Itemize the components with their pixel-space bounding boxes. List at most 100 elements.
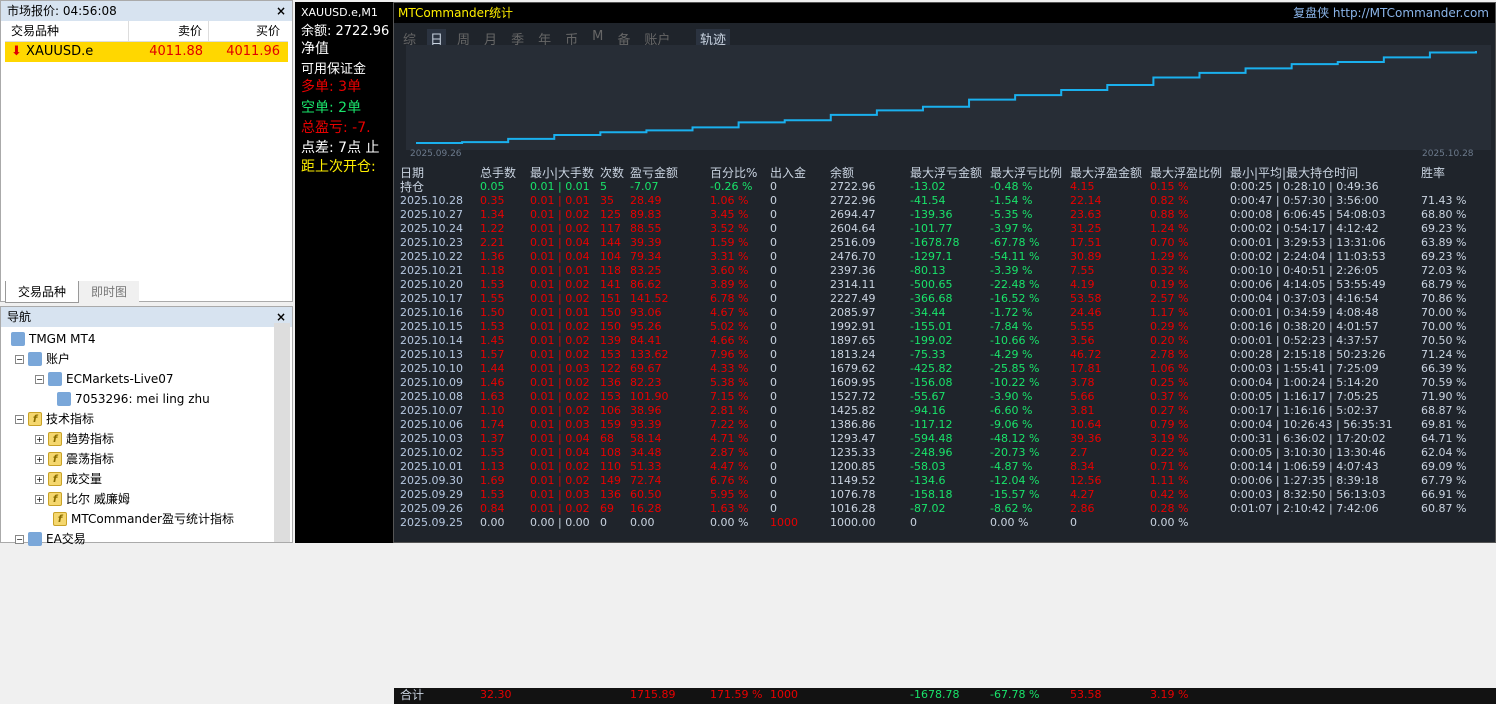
expand-icon[interactable]: + [35, 434, 44, 444]
cell: 2025.09.30 [400, 474, 463, 487]
cell: 2025.10.21 [400, 264, 463, 277]
nav-item[interactable]: + f 成交量 [35, 469, 102, 489]
cell: -155.01 [910, 320, 953, 333]
nav-item[interactable]: − EA交易 [15, 529, 86, 549]
cell: 0.01 | 0.02 [530, 222, 590, 235]
track-button[interactable]: 轨迹 [696, 29, 731, 48]
period-tab[interactable]: 账户 [644, 33, 671, 48]
nav-item[interactable]: + f 趋势指标 [35, 429, 114, 449]
expand-icon[interactable]: + [35, 454, 44, 464]
chart-window[interactable]: XAUUSD.e,M1 余额: 2722.96 净值 可用保证金 多单: 3单 … [295, 2, 393, 543]
collapse-icon[interactable]: − [15, 414, 24, 424]
nav-item[interactable]: − f 技术指标 [15, 409, 94, 429]
col-ask[interactable]: 买价 [255, 24, 280, 38]
nav-item[interactable]: + f 比尔 威廉姆 [35, 489, 130, 509]
nav-item-label: 技术指标 [46, 412, 95, 426]
navigator-scrollbar[interactable] [274, 323, 290, 542]
nav-item[interactable]: f MTCommander盈亏统计指标 [53, 509, 234, 529]
cell: 1.11 % [1150, 474, 1189, 487]
cell: 93.06 [630, 306, 662, 319]
cell: -7.07 [630, 180, 659, 193]
period-tab[interactable]: 备 [617, 33, 631, 48]
cell: 0 [770, 390, 777, 403]
collapse-icon[interactable]: − [15, 534, 24, 544]
cell: 0.01 | 0.02 [530, 474, 590, 487]
cell: 141 [600, 278, 621, 291]
total-row: 合计 32.30 1715.89 171.59 % 1000 -1678.78 -67.78… [394, 688, 1496, 704]
cell: 150 [600, 306, 621, 319]
market-watch-row[interactable]: ⬇ XAUUSD.e 4011.88 4011.96 [5, 42, 288, 62]
cell: 64.71 % [1421, 432, 1467, 445]
period-tab[interactable]: 年 [538, 33, 552, 48]
nav-item[interactable]: 7053296: mei ling zhu [57, 389, 210, 409]
cell: 0:00:25 | 0:28:10 | 0:49:36 [1230, 180, 1379, 193]
nav-item[interactable]: + f 震荡指标 [35, 449, 114, 469]
cell: 2025.10.24 [400, 222, 463, 235]
cell: -7.84 % [990, 320, 1033, 333]
cell: 4.67 % [710, 306, 749, 319]
cell: 1.22 [480, 222, 505, 235]
cell: 0.01 | 0.02 [530, 460, 590, 473]
period-tab[interactable]: 月 [484, 33, 498, 48]
period-tab[interactable]: 周 [457, 33, 471, 48]
cell: 1.53 [480, 446, 505, 459]
cell: 0 [770, 208, 777, 221]
cell: 2227.49 [830, 292, 876, 305]
cell: 0 [600, 516, 607, 529]
close-icon[interactable]: × [275, 4, 286, 18]
cell: 0:00:03 | 1:55:41 | 7:25:09 [1230, 362, 1379, 375]
period-tab[interactable]: M [592, 29, 604, 44]
cell: 0.28 % [1150, 502, 1189, 515]
cell: 0.71 % [1150, 460, 1189, 473]
tab-symbols[interactable]: 交易品种 [5, 281, 80, 303]
cell: 28.49 [630, 194, 662, 207]
cell: 2025.10.07 [400, 404, 463, 417]
period-tab[interactable]: 币 [565, 33, 579, 48]
cell: 0.01 | 0.04 [530, 236, 590, 249]
nav-item[interactable]: − ECMarkets-Live07 [35, 369, 174, 389]
cell: 69.23 % [1421, 250, 1467, 263]
expand-icon[interactable]: + [35, 474, 44, 484]
cell: 0:00:06 | 1:27:35 | 8:39:18 [1230, 474, 1379, 487]
cell: 2025.10.20 [400, 278, 463, 291]
cell: 3.78 [1070, 376, 1095, 389]
cell: 83.25 [630, 264, 662, 277]
cell: 1992.91 [830, 320, 876, 333]
cell: 2314.11 [830, 278, 876, 291]
nav-item[interactable]: TMGM MT4 [11, 329, 95, 349]
cell: 0 [1070, 516, 1077, 529]
collapse-icon[interactable]: − [35, 374, 44, 384]
cell: 4.66 % [710, 334, 749, 347]
url-link[interactable]: http://MTCommander.com [1332, 6, 1489, 20]
period-tab[interactable]: 综 [403, 33, 417, 48]
table-row: 2025.10.10 1.44 0.01 | 0.03 122 69.67 4.33 % 0… [394, 362, 1496, 376]
table-row: 2025.09.29 1.53 0.01 | 0.03 136 60.50 5.95 % 0… [394, 488, 1496, 502]
col-bid[interactable]: 卖价 [129, 21, 209, 41]
table-row: 2025.10.27 1.34 0.01 | 0.02 125 89.83 3.45 % 0… [394, 208, 1496, 222]
cell: 0 [770, 488, 777, 501]
cell: 153 [600, 348, 621, 361]
tab-tick-chart[interactable]: 即时图 [79, 281, 140, 303]
cell: 0:00:14 | 1:06:59 | 4:07:43 [1230, 460, 1379, 473]
table-row: 2025.10.14 1.45 0.01 | 0.02 139 84.41 4.66 % 0… [394, 334, 1496, 348]
cell: 89.83 [630, 208, 662, 221]
cell: 0:00:17 | 1:16:16 | 5:02:37 [1230, 404, 1379, 417]
indicator-icon: f [48, 472, 62, 486]
cell: -67.78 % [990, 688, 1040, 701]
cell: 0:00:04 | 0:37:03 | 4:16:54 [1230, 292, 1379, 305]
cell: -54.11 % [990, 250, 1040, 263]
close-icon[interactable]: × [275, 310, 286, 324]
cell: 日期 [400, 166, 425, 180]
cell: 67.79 % [1421, 474, 1467, 487]
cell: 2.7 [1070, 446, 1088, 459]
expand-icon[interactable]: + [35, 494, 44, 504]
col-symbol[interactable]: 交易品种 [5, 21, 129, 41]
nav-item[interactable]: − 账户 [15, 349, 70, 369]
cell: 持仓 [400, 180, 425, 194]
period-tab[interactable]: 日 [427, 29, 447, 48]
expert-icon [28, 532, 42, 546]
cell: 34.48 [630, 446, 662, 459]
period-tab[interactable]: 季 [511, 33, 525, 48]
collapse-icon[interactable]: − [15, 354, 24, 364]
table-row: 2025.10.02 1.53 0.01 | 0.04 108 34.48 2.87 % 0… [394, 446, 1496, 460]
